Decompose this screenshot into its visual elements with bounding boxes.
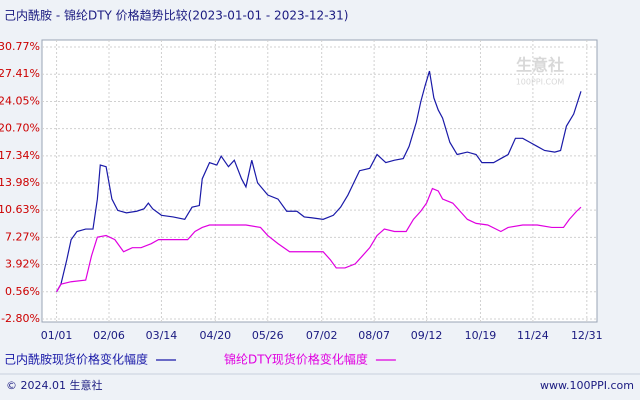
footer-left: © 2024.01 生意社: [6, 378, 102, 392]
plot-area: [41, 39, 598, 323]
x-tick-label: 07/02: [306, 329, 338, 342]
x-tick-label: 10/19: [465, 329, 497, 342]
y-tick-label: 20.70%: [0, 122, 40, 135]
y-tick-label: 27.41%: [0, 67, 40, 80]
x-tick-label: 09/12: [411, 329, 443, 342]
x-tick-label: 01/01: [41, 329, 73, 342]
y-tick-label: 3.92%: [5, 258, 40, 271]
x-tick-label: 02/06: [93, 329, 125, 342]
x-tick-label: 08/07: [358, 329, 390, 342]
line: [56, 187, 582, 293]
footer-right: www.100PPI.com: [540, 379, 634, 392]
chart-title: 己内酰胺 - 锦纶DTY 价格趋势比较(2023-01-01 - 2023-12…: [4, 8, 348, 23]
watermark: 生意社: [516, 56, 564, 75]
y-tick-label: 0.56%: [5, 285, 40, 298]
y-tick-label: 13.98%: [0, 176, 40, 189]
x-tick-label: 11/24: [517, 329, 549, 342]
y-tick-label: 24.05%: [0, 94, 40, 107]
y-tick-label: 17.34%: [0, 149, 40, 162]
x-tick-label: 05/26: [252, 329, 284, 342]
y-tick-label: -2.80%: [1, 312, 40, 325]
watermark: 100PPI.COM: [516, 78, 565, 87]
legend-label: 己内酰胺现货价格变化幅度: [4, 352, 148, 367]
x-tick-label: 03/14: [146, 329, 178, 342]
y-tick-label: 30.77%: [0, 40, 40, 53]
y-tick-label: 7.27%: [5, 230, 40, 243]
x-tick-label: 04/20: [199, 329, 231, 342]
y-tick-label: 10.63%: [0, 203, 40, 216]
line: [56, 70, 582, 293]
legend-label: 锦纶DTY现货价格变化幅度: [224, 352, 368, 367]
x-tick-label: 12/31: [571, 329, 603, 342]
